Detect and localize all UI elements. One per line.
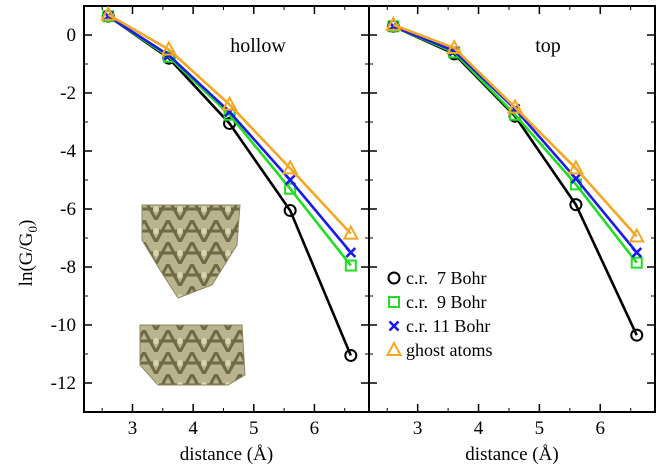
data-point xyxy=(100,5,117,21)
data-point xyxy=(446,38,463,55)
legend-marker xyxy=(388,296,400,308)
atom-cluster-lower-illustration xyxy=(139,324,246,386)
data-point xyxy=(630,256,643,269)
data-point xyxy=(567,159,585,175)
data-point xyxy=(281,159,299,175)
data-point xyxy=(345,247,357,258)
data-point xyxy=(344,259,357,272)
series-line xyxy=(392,25,638,254)
x-tick-label: 5 xyxy=(249,418,259,439)
legend-marker xyxy=(385,340,403,356)
y-tick-label: -10 xyxy=(51,315,76,336)
series-line xyxy=(107,13,352,235)
data-point xyxy=(284,174,296,186)
data-point xyxy=(631,247,643,258)
atom-cluster-upper-illustration xyxy=(141,204,241,299)
y-tick-label: -8 xyxy=(60,257,76,278)
panel-hollow: 3 4 5 6 0 -2 -4 -6 -8 -10 -12 distance (Å) hollow xyxy=(51,5,370,465)
legend-label: c.r. 9 Bohr xyxy=(406,292,487,312)
y-tick-label: -2 xyxy=(60,83,76,104)
legend-marker xyxy=(387,271,401,285)
x-axis-label: distance (Å) xyxy=(180,444,273,465)
data-point xyxy=(162,50,175,63)
x-tick-label: 5 xyxy=(535,418,545,439)
data-point xyxy=(506,98,524,114)
panel-label: hollow xyxy=(230,35,286,57)
legend-label: ghost atoms xyxy=(406,340,493,360)
panel-top: 3 4 5 6 distance (Å) top xyxy=(368,5,656,465)
x-tick-label: 4 xyxy=(188,418,198,439)
data-point xyxy=(628,227,645,243)
y-tick-label: -6 xyxy=(60,199,76,220)
series-line xyxy=(392,23,638,238)
data-point xyxy=(570,173,582,184)
x-axis-label: distance (Å) xyxy=(465,444,558,465)
data-point xyxy=(630,328,644,342)
legend-label: c.r. 7 Bohr xyxy=(406,268,487,288)
panel-label: top xyxy=(535,35,561,57)
data-point xyxy=(344,348,358,362)
x-tick-label: 3 xyxy=(128,418,138,439)
data-point xyxy=(385,15,402,31)
data-point xyxy=(283,203,297,217)
data-point xyxy=(221,95,238,111)
y-axis-label-main: ln(G/G xyxy=(16,232,37,286)
x-tick-label: 6 xyxy=(595,418,605,439)
y-axis-label: ln(G/G0) xyxy=(16,220,40,287)
legend-marker xyxy=(388,320,400,332)
y-tick-label: -12 xyxy=(51,373,76,394)
legend: c.r. 7 Bohr c.r. 9 Bohr c.r. 11 Bohr ghost … xyxy=(385,268,493,360)
y-axis-label-subscript: 0 xyxy=(25,226,40,233)
series-line xyxy=(392,25,638,336)
y-tick-label: -4 xyxy=(60,141,76,162)
x-tick-label: 4 xyxy=(474,418,484,439)
y-tick-label: 0 xyxy=(67,25,77,46)
series-line xyxy=(107,15,353,356)
data-point xyxy=(569,198,583,212)
data-point xyxy=(160,40,178,56)
x-tick-label: 6 xyxy=(310,418,320,439)
series-line xyxy=(392,25,638,264)
x-tick-label: 3 xyxy=(413,418,423,439)
legend-label: c.r. 11 Bohr xyxy=(406,316,490,336)
data-point xyxy=(342,224,359,240)
data-point xyxy=(284,182,297,195)
y-axis-label-close: ) xyxy=(16,220,37,226)
